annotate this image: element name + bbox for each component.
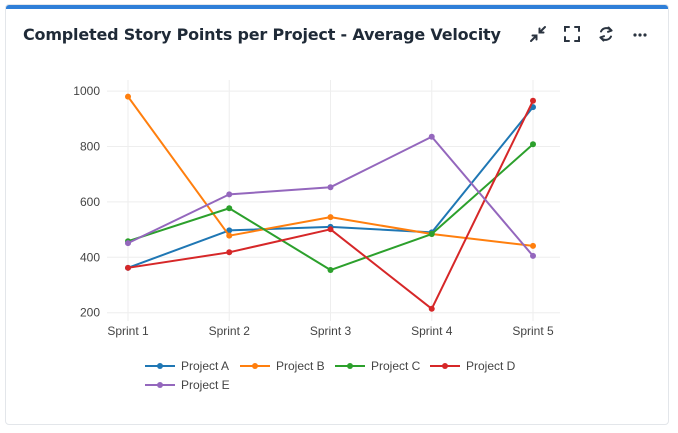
legend-swatch-marker: [157, 363, 163, 369]
legend-label: Project E: [181, 378, 230, 392]
legend-swatch-marker: [347, 363, 353, 369]
data-point: [428, 305, 435, 312]
data-point: [226, 205, 233, 212]
data-point: [428, 133, 435, 140]
y-tick-label: 800: [80, 139, 100, 153]
data-point: [428, 231, 435, 238]
y-tick-label: 200: [80, 306, 100, 320]
data-point: [226, 232, 233, 239]
data-point: [327, 226, 334, 233]
y-tick-label: 1000: [73, 84, 100, 98]
legend-swatch-marker: [252, 363, 258, 369]
x-tick-label: Sprint 5: [512, 324, 554, 338]
data-point: [327, 184, 334, 191]
refresh-icon: [599, 26, 613, 42]
legend-label: Project D: [466, 359, 516, 373]
chart-card: Completed Story Points per Project - Ave…: [5, 4, 669, 425]
legend-label: Project C: [371, 359, 421, 373]
x-tick-label: Sprint 3: [310, 324, 352, 338]
chart-toolbar: [528, 24, 650, 44]
fullscreen-button[interactable]: [562, 24, 582, 44]
y-tick-label: 400: [80, 250, 100, 264]
data-point: [327, 214, 334, 221]
data-point: [530, 97, 536, 104]
data-point: [530, 252, 536, 259]
more-options-button[interactable]: [630, 24, 650, 44]
refresh-button[interactable]: [596, 24, 616, 44]
legend-label: Project A: [181, 359, 229, 373]
legend-swatch-marker: [442, 363, 448, 369]
x-tick-label: Sprint 1: [107, 324, 149, 338]
data-point: [530, 141, 536, 148]
data-point: [327, 267, 334, 274]
x-tick-label: Sprint 4: [411, 324, 453, 338]
y-tick-label: 600: [80, 195, 100, 209]
data-point: [125, 264, 131, 271]
data-point: [226, 227, 233, 234]
collapse-icon: [530, 26, 546, 42]
legend-swatch-marker: [157, 382, 163, 388]
collapse-button[interactable]: [528, 24, 548, 44]
data-point: [226, 249, 233, 256]
data-point: [226, 191, 233, 198]
accent-bar: [6, 5, 668, 9]
data-point: [125, 93, 131, 100]
data-point: [530, 242, 536, 249]
fullscreen-icon: [564, 26, 580, 42]
legend-label: Project B: [276, 359, 325, 373]
more-options-icon: [633, 33, 647, 37]
data-point: [125, 240, 131, 247]
chart-title: Completed Story Points per Project - Ave…: [23, 25, 501, 44]
x-tick-label: Sprint 2: [209, 324, 251, 338]
